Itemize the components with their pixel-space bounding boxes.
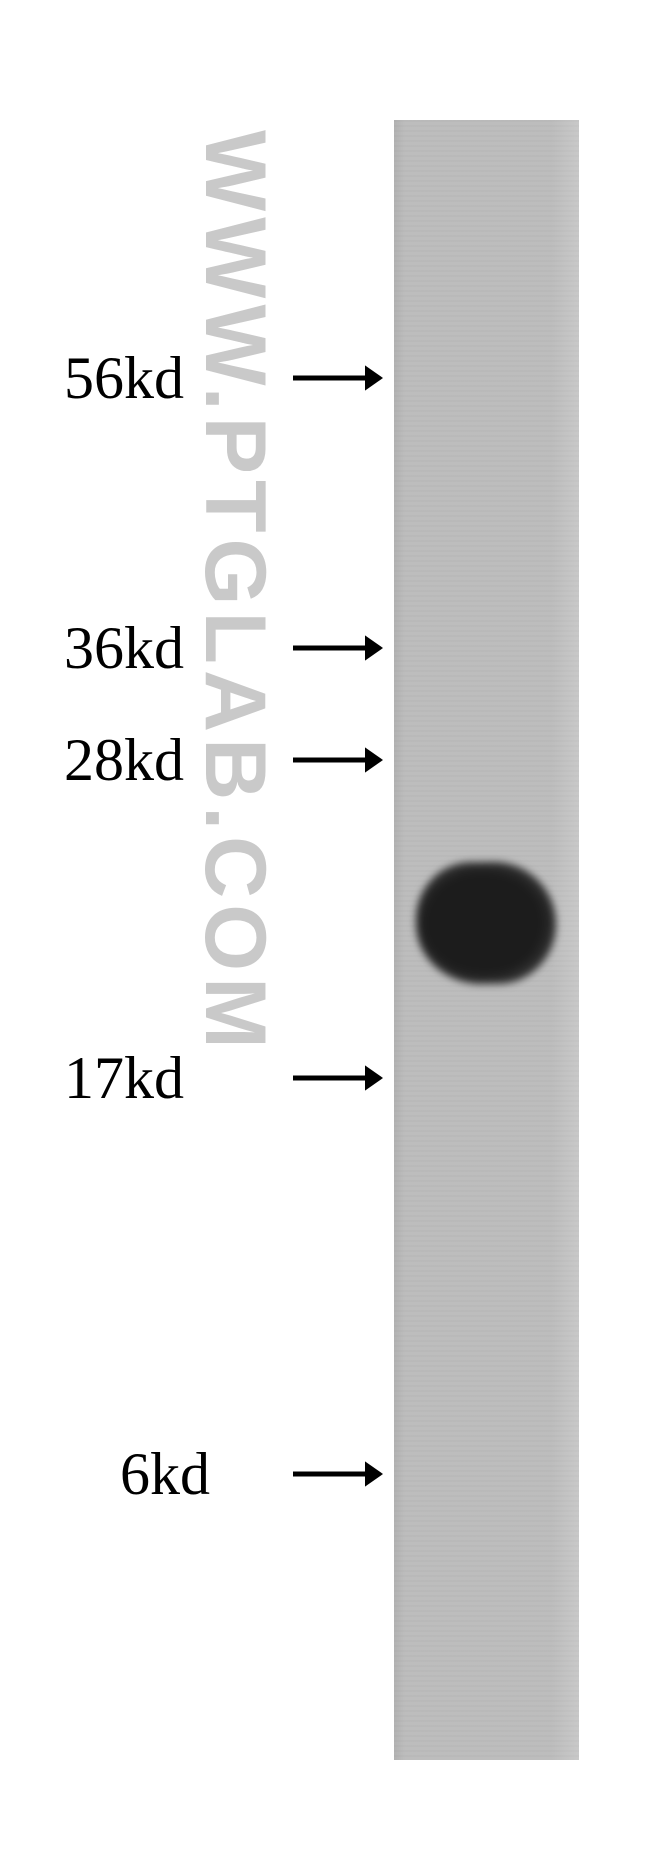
- arrow-right-icon: [293, 630, 383, 666]
- blot-figure: WWW.PTGLAB.COM56kd 36kd 28kd 17kd 6kd: [0, 0, 650, 1855]
- mw-marker-label: 6kd: [120, 1440, 210, 1509]
- arrow-right-icon: [293, 1456, 383, 1492]
- mw-marker: 28kd: [64, 725, 383, 795]
- mw-marker: 36kd: [64, 613, 383, 683]
- protein-band: [415, 861, 556, 984]
- mw-marker: 6kd: [120, 1439, 383, 1509]
- mw-marker-label: 36kd: [64, 614, 184, 683]
- mw-marker-label: 56kd: [64, 344, 184, 413]
- mw-marker-label: 28kd: [64, 726, 184, 795]
- arrow-right-icon: [293, 1060, 383, 1096]
- arrow-right-icon: [293, 360, 383, 396]
- arrow-right-icon: [293, 742, 383, 778]
- mw-marker: 56kd: [64, 343, 383, 413]
- mw-marker-label: 17kd: [64, 1044, 184, 1113]
- watermark-text: WWW.PTGLAB.COM: [185, 130, 284, 1055]
- mw-marker: 17kd: [64, 1043, 383, 1113]
